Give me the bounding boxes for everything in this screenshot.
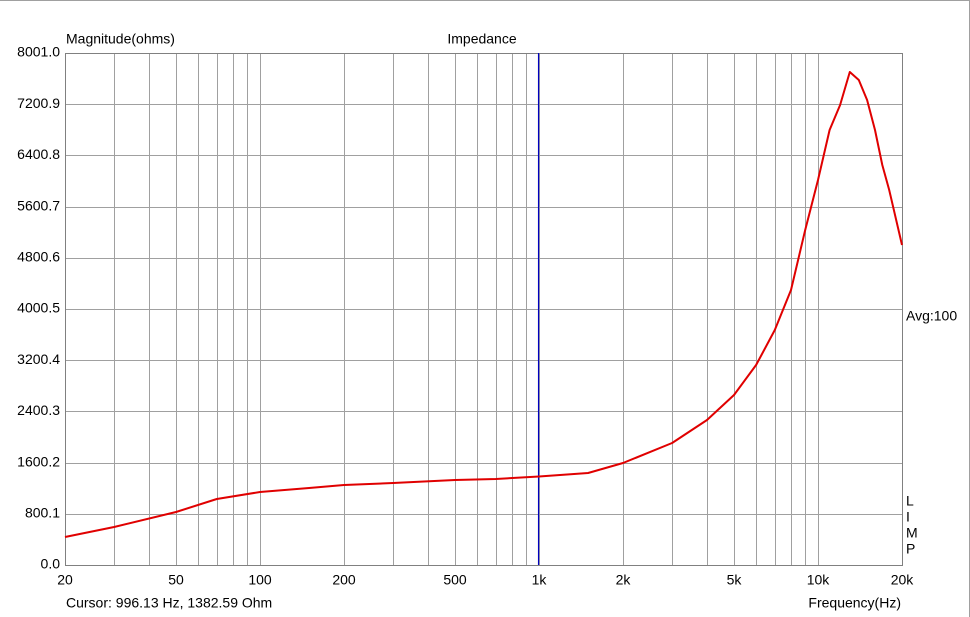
x-tick-label: 20: [57, 572, 73, 588]
y-tick-label: 4000.5: [17, 300, 60, 316]
impedance-curve: [64, 71, 903, 538]
x-tick-label: 200: [332, 572, 356, 588]
side-label-letter: L: [906, 493, 914, 509]
y-tick-label: 0.0: [41, 556, 61, 572]
y-tick-label: 1600.2: [17, 453, 60, 469]
plot-border: [65, 53, 903, 566]
y-tick-label: 8001.0: [17, 44, 60, 60]
x-tick-label: 500: [443, 572, 467, 588]
y-tick-label: 3200.4: [17, 351, 60, 367]
x-tick-label: 100: [248, 572, 272, 588]
y-axis-label: Magnitude(ohms): [66, 31, 175, 47]
y-tick-label: 800.1: [25, 505, 60, 521]
y-tick-label: 4800.6: [17, 249, 60, 265]
chart-title: Impedance: [447, 31, 516, 47]
y-tick-label: 7200.9: [17, 95, 60, 111]
x-tick-label: 1k: [532, 572, 548, 588]
y-tick-label: 6400.8: [17, 146, 60, 162]
side-label-letter: P: [906, 541, 915, 557]
y-tick-label: 5600.7: [17, 197, 60, 213]
annotation: Avg:100: [906, 308, 957, 324]
x-tick-label: 20k: [891, 572, 915, 588]
x-axis-label: Frequency(Hz): [808, 595, 901, 611]
side-label-letter: I: [906, 509, 910, 525]
side-label-letter: M: [906, 525, 918, 541]
cursor-readout: Cursor: 996.13 Hz, 1382.59 Ohm: [66, 595, 272, 611]
x-tick-label: 10k: [807, 572, 831, 588]
x-tick-label: 50: [168, 572, 184, 588]
x-tick-label: 5k: [727, 572, 743, 588]
x-tick-label: 2k: [616, 572, 632, 588]
y-tick-label: 2400.3: [17, 402, 60, 418]
plot-area: [64, 53, 903, 566]
